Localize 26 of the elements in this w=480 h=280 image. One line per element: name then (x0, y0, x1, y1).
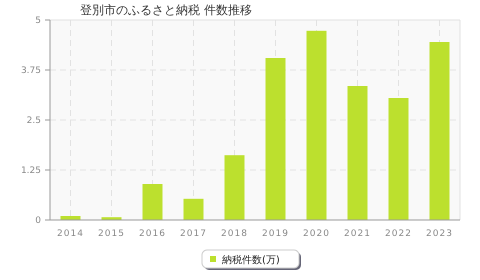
bar (388, 98, 408, 220)
y-tick-label: 5 (35, 16, 41, 26)
x-tick-label: 2017 (180, 229, 207, 239)
y-tick-label: 2.5 (26, 116, 41, 126)
chart-title: 登別市のふるさと納税 件数推移 (80, 3, 252, 17)
y-tick-label: 1.25 (20, 166, 41, 176)
x-tick-label: 2021 (344, 229, 371, 239)
y-tick-label: 0 (35, 216, 42, 226)
legend-label: 納税件数(万) (222, 254, 280, 266)
x-tick-label: 2014 (57, 229, 84, 239)
x-tick-label: 2019 (262, 229, 289, 239)
x-tick-label: 2016 (139, 229, 166, 239)
bar (348, 86, 368, 220)
x-tick-label: 2015 (98, 229, 125, 239)
bar (184, 198, 204, 220)
legend: 納税件数(万) (202, 250, 301, 270)
x-tick-label: 2023 (426, 229, 453, 239)
bar (266, 58, 286, 220)
bar (142, 184, 162, 220)
x-tick-label: 2020 (303, 229, 330, 239)
x-tick-label: 2018 (221, 229, 248, 239)
bar (430, 42, 450, 220)
bar (306, 30, 326, 220)
x-tick-label: 2022 (385, 229, 412, 239)
bar (224, 155, 244, 220)
y-tick-label: 3.75 (20, 66, 41, 76)
